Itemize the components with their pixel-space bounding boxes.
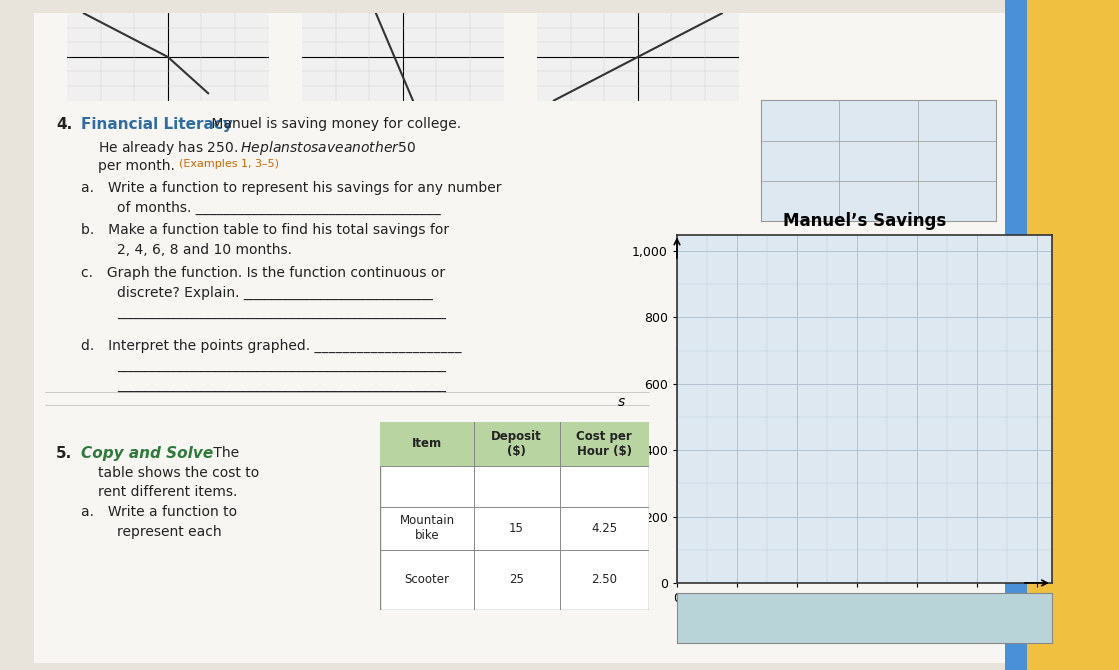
Text: b. Make a function table to find his total savings for: b. Make a function table to find his tot…: [81, 223, 449, 237]
Text: Cost per
Hour ($): Cost per Hour ($): [576, 430, 632, 458]
Text: 5.: 5.: [56, 446, 73, 460]
Text: Manuel is saving money for college.: Manuel is saving money for college.: [207, 117, 461, 131]
Title: Manuel’s Savings: Manuel’s Savings: [783, 212, 946, 230]
Text: He already has $250. He plans to save another $50: He already has $250. He plans to save an…: [98, 139, 416, 157]
Text: _______________________________________________: ________________________________________…: [117, 379, 446, 393]
Y-axis label: s: s: [618, 395, 624, 409]
FancyBboxPatch shape: [1005, 0, 1027, 670]
Text: represent each: represent each: [117, 525, 222, 539]
Text: of months. ___________________________________: of months. _____________________________…: [117, 201, 441, 215]
Text: a. Write a function to represent his savings for any number: a. Write a function to represent his sav…: [81, 181, 501, 195]
Text: 2.50: 2.50: [591, 573, 618, 586]
Text: rent different items.: rent different items.: [98, 485, 238, 499]
Text: 4.25: 4.25: [591, 522, 618, 535]
Text: table shows the cost to: table shows the cost to: [98, 466, 260, 480]
Text: The: The: [209, 446, 239, 460]
Text: 15: 15: [509, 522, 524, 535]
Text: d. Interpret the points graphed. _____________________: d. Interpret the points graphed. _______…: [81, 339, 461, 353]
Bar: [380, 422, 649, 466]
Text: Item: Item: [412, 438, 442, 450]
FancyBboxPatch shape: [1024, 0, 1119, 670]
Text: 25: 25: [509, 573, 524, 586]
Text: _______________________________________________: ________________________________________…: [117, 306, 446, 320]
Text: _______________________________________________: ________________________________________…: [117, 359, 446, 373]
Text: Scooter: Scooter: [404, 573, 450, 586]
Text: Deposit
($): Deposit ($): [491, 430, 542, 458]
Text: (Examples 1, 3–5): (Examples 1, 3–5): [179, 159, 279, 169]
Text: a. Write a function to: a. Write a function to: [81, 505, 237, 519]
Text: Financial Literacy: Financial Literacy: [81, 117, 233, 132]
Text: Copy and Solve: Copy and Solve: [81, 446, 213, 460]
X-axis label: m: m: [857, 608, 872, 622]
Text: 2, 4, 6, 8 and 10 months.: 2, 4, 6, 8 and 10 months.: [117, 243, 292, 257]
Text: 4.: 4.: [56, 117, 73, 132]
Text: Mountain
bike: Mountain bike: [399, 515, 454, 543]
Text: per month.: per month.: [98, 159, 180, 173]
FancyBboxPatch shape: [34, 13, 1018, 663]
Text: c. Graph the function. Is the function continuous or: c. Graph the function. Is the function c…: [81, 266, 444, 280]
Text: discrete? Explain. ___________________________: discrete? Explain. _____________________…: [117, 286, 433, 300]
